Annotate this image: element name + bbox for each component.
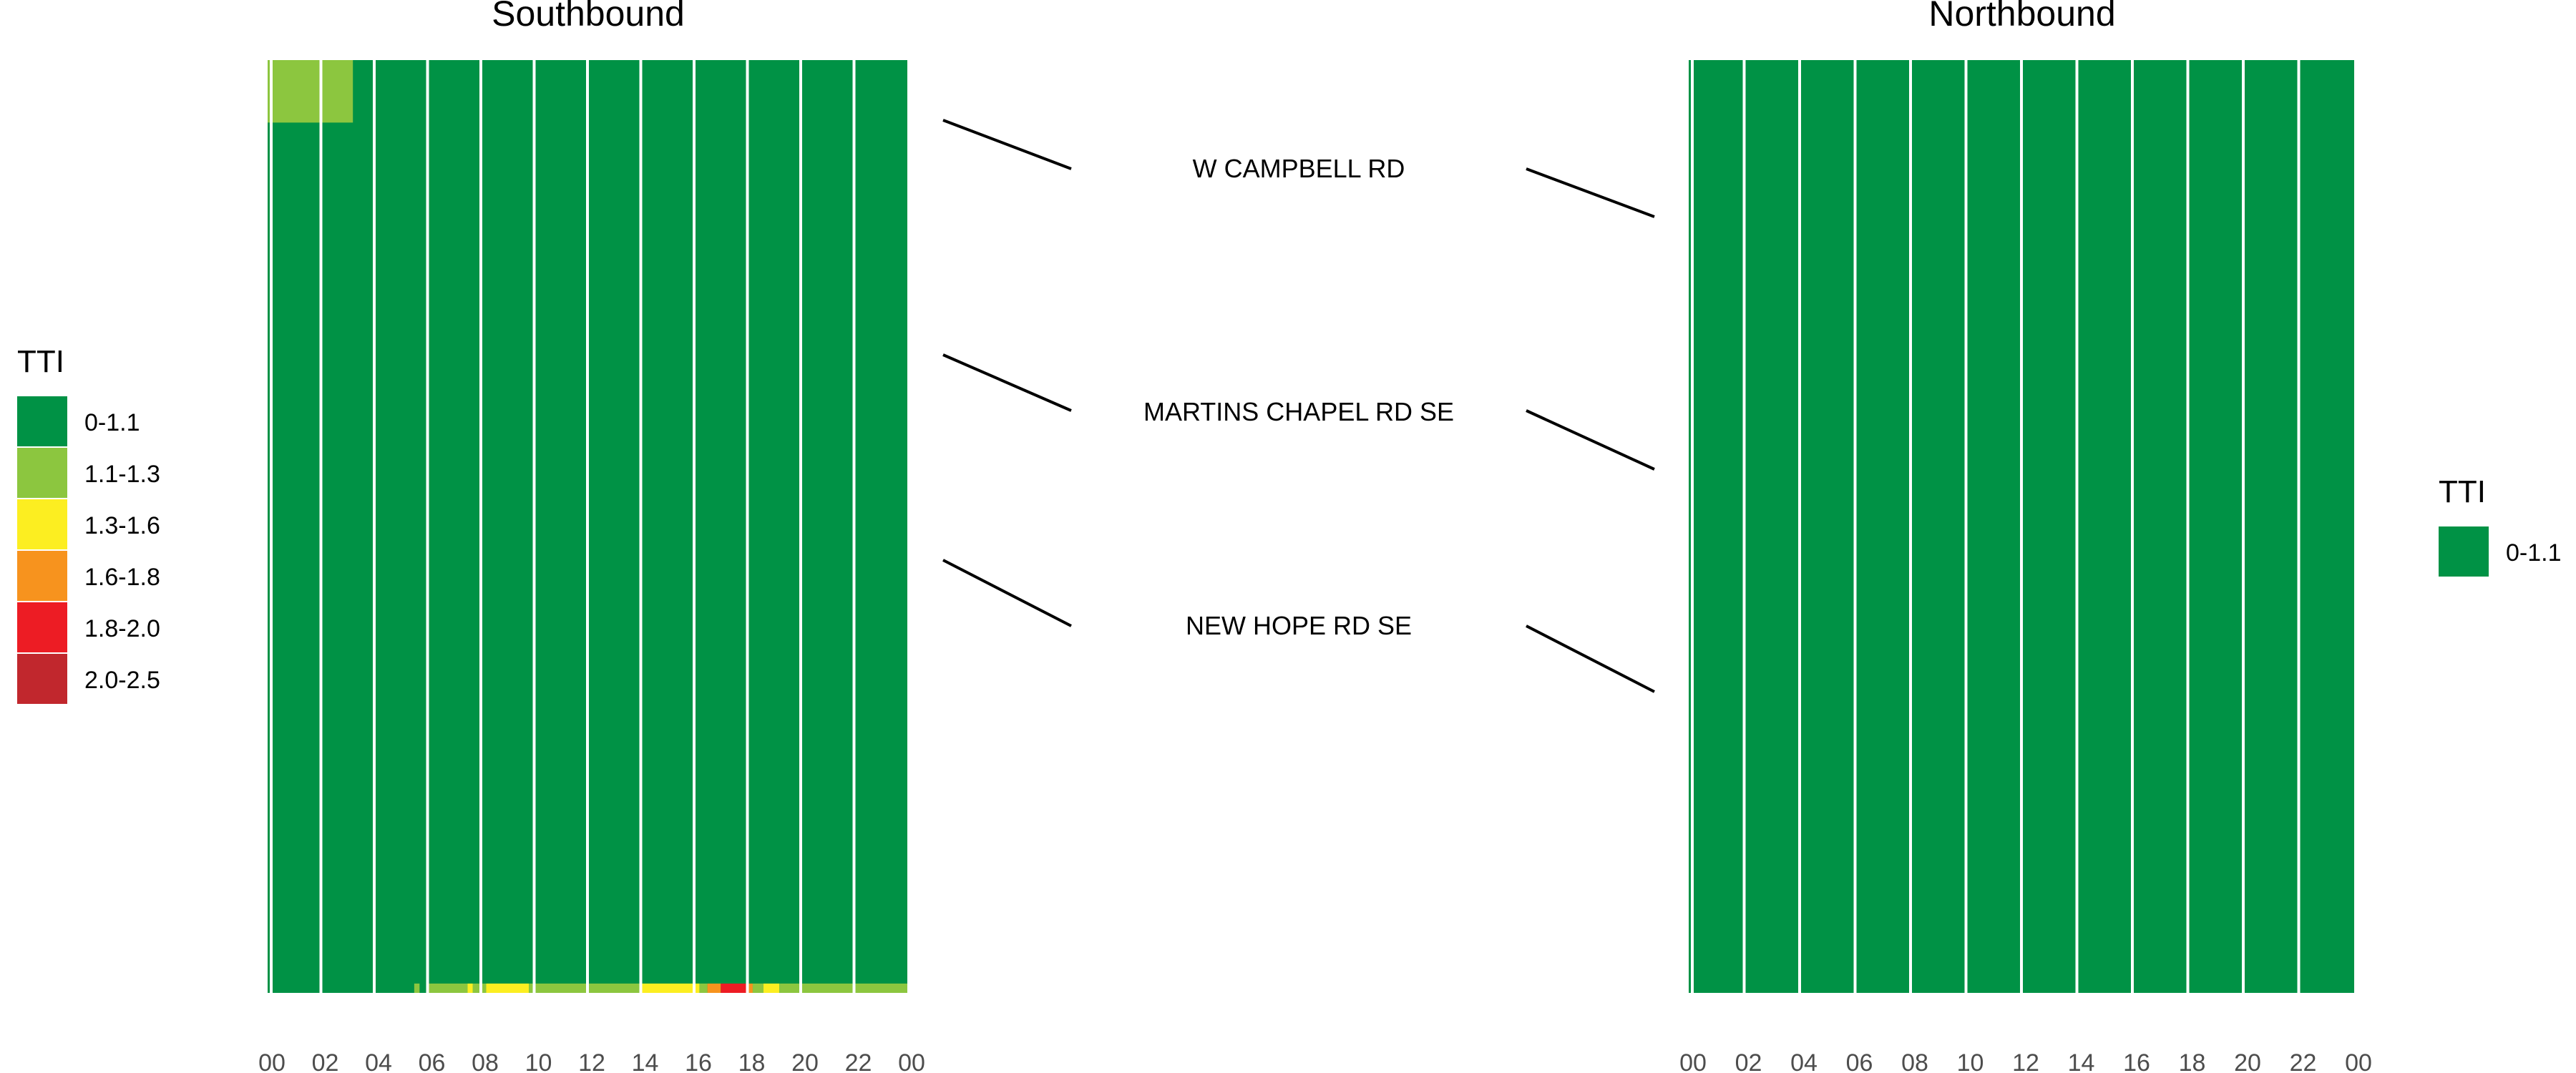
legend-left-title: TTI [17, 344, 64, 379]
southbound-tick-label: 06 [419, 1049, 446, 1073]
tti-legend-left: TTI 0-1.1 1.1-1.3 1.3-1.6 1.6-1.8 1.8-2.0 2.0-… [17, 344, 160, 704]
northbound-tick-label: 10 [1957, 1049, 1984, 1073]
southbound-tick-label: 08 [472, 1049, 499, 1073]
road-connectors: W CAMPBELL RD MARTINS CHAPEL RD SE NEW H… [942, 119, 1655, 693]
southbound-cell-0 [268, 60, 353, 123]
legend-left-key-label: 1.6-1.8 [84, 564, 160, 591]
southbound-tick-label: 22 [845, 1049, 872, 1073]
southbound-cell-10 [721, 983, 748, 993]
northbound-tick-label: 00 [1679, 1049, 1707, 1073]
northbound-tick-label: 06 [1846, 1049, 1873, 1073]
southbound-cell-7 [640, 983, 700, 993]
legend-left-key-swatch [17, 396, 67, 446]
legend-left-key-label: 0-1.1 [84, 409, 140, 436]
southbound-tick-label: 20 [791, 1049, 819, 1073]
road-label-w-campbell: W CAMPBELL RD [1193, 154, 1405, 183]
southbound-cell-2 [427, 983, 468, 993]
connector-line-left-2 [942, 353, 1072, 412]
southbound-tick-label: 00 [898, 1049, 925, 1073]
southbound-tick-label: 02 [312, 1049, 339, 1073]
legend-left-key-label: 2.0-2.5 [84, 667, 160, 694]
southbound-heatmap [268, 60, 907, 993]
northbound-title: Northbound [1928, 0, 2115, 34]
legend-left-key-swatch [17, 448, 67, 498]
legend-left-key-swatch [17, 551, 67, 601]
southbound-tick-label: 00 [258, 1049, 286, 1073]
tti-legend-right: TTI 0-1.1 [2439, 474, 2562, 577]
northbound-tick-label: 20 [2234, 1049, 2261, 1073]
southbound-title: Southbound [492, 0, 685, 34]
southbound-tick-label: 18 [738, 1049, 766, 1073]
road-label-new-hope: NEW HOPE RD SE [1186, 611, 1412, 640]
legend-left-key-swatch [17, 602, 67, 652]
connector-line-right-1 [1526, 167, 1655, 218]
connector-line-right-3 [1526, 624, 1655, 693]
legend-left-key-label: 1.3-1.6 [84, 512, 160, 539]
northbound-heatmap [1689, 60, 2354, 993]
southbound-cell-6 [529, 983, 641, 993]
northbound-tick-label: 12 [2012, 1049, 2039, 1073]
northbound-tick-label: 14 [2068, 1049, 2095, 1073]
northbound-tick-label: 22 [2290, 1049, 2317, 1073]
southbound-tick-label: 10 [525, 1049, 552, 1073]
southbound-cell-14 [779, 983, 907, 993]
legend-right-title: TTI [2439, 474, 2486, 509]
southbound-cell-8 [699, 983, 708, 993]
road-label-martins-chapel: MARTINS CHAPEL RD SE [1143, 397, 1454, 426]
connector-line-left-1 [942, 119, 1072, 170]
northbound-tick-label: 08 [1901, 1049, 1928, 1073]
northbound-tick-label: 00 [2345, 1049, 2372, 1073]
northbound-tick-label: 02 [1735, 1049, 1762, 1073]
connector-line-left-3 [942, 559, 1072, 627]
southbound-x-axis: 00 02 04 06 08 10 12 14 16 18 20 22 00 [258, 1049, 925, 1073]
southbound-cell-12 [752, 983, 763, 993]
southbound-cell-3 [467, 983, 473, 993]
legend-right-key-swatch [2439, 526, 2489, 577]
connector-line-right-2 [1526, 409, 1655, 471]
southbound-tick-label: 04 [365, 1049, 392, 1073]
southbound-cell-9 [707, 983, 721, 993]
legend-left-key-label: 1.8-2.0 [84, 615, 160, 642]
legend-left-key-swatch [17, 499, 67, 549]
southbound-cell-11 [747, 983, 753, 993]
northbound-tick-label: 18 [2179, 1049, 2206, 1073]
southbound-cell-1 [414, 983, 420, 993]
legend-left-key-swatch [17, 654, 67, 704]
northbound-x-axis: 00 02 04 06 08 10 12 14 16 18 20 22 00 [1679, 1049, 2372, 1073]
southbound-tick-label: 12 [578, 1049, 605, 1073]
southbound-tick-label: 16 [685, 1049, 712, 1073]
northbound-tick-label: 04 [1790, 1049, 1818, 1073]
southbound-cell-13 [763, 983, 780, 993]
southbound-tick-label: 14 [632, 1049, 659, 1073]
northbound-tick-label: 16 [2123, 1049, 2150, 1073]
southbound-cell-5 [486, 983, 530, 993]
legend-right-key-label: 0-1.1 [2506, 539, 2562, 567]
legend-left-key-label: 1.1-1.3 [84, 461, 160, 488]
